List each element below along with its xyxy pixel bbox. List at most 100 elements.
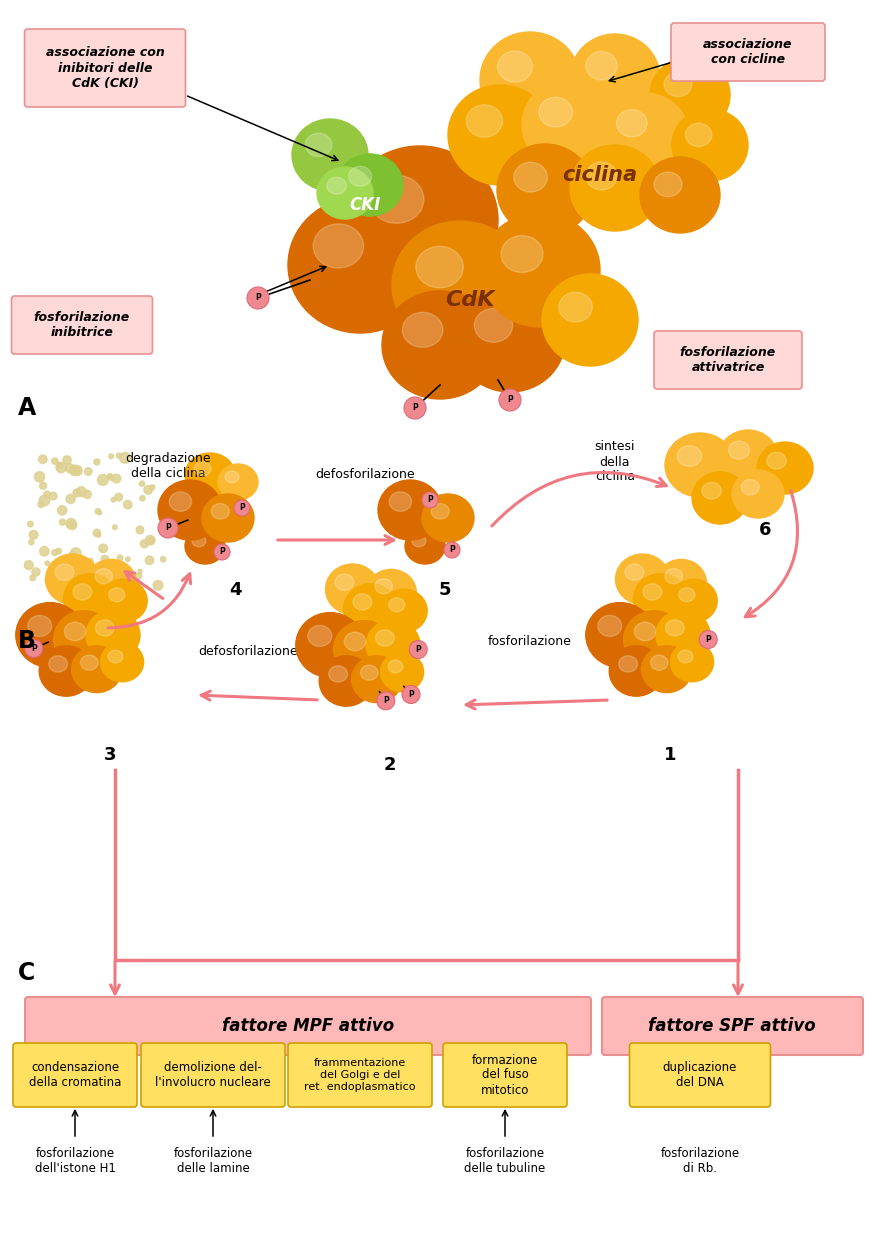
Ellipse shape: [313, 224, 364, 268]
Ellipse shape: [650, 656, 668, 671]
Circle shape: [68, 551, 77, 560]
Circle shape: [404, 397, 426, 420]
Ellipse shape: [640, 157, 720, 234]
Ellipse shape: [328, 666, 348, 682]
Circle shape: [68, 520, 77, 530]
Circle shape: [699, 631, 717, 648]
Ellipse shape: [326, 564, 380, 614]
Ellipse shape: [375, 579, 392, 594]
Ellipse shape: [671, 579, 717, 623]
Ellipse shape: [664, 72, 692, 97]
Ellipse shape: [389, 492, 412, 511]
Circle shape: [97, 475, 108, 485]
Ellipse shape: [634, 574, 688, 624]
Circle shape: [115, 494, 123, 501]
Text: demolizione del-
l'involucro nucleare: demolizione del- l'involucro nucleare: [155, 1061, 271, 1089]
Ellipse shape: [360, 664, 378, 681]
Text: A: A: [18, 396, 36, 420]
Ellipse shape: [678, 651, 693, 663]
Circle shape: [422, 492, 438, 507]
Ellipse shape: [54, 610, 115, 668]
Ellipse shape: [169, 492, 191, 511]
FancyBboxPatch shape: [288, 1042, 432, 1107]
Circle shape: [92, 585, 98, 590]
Text: fosforilazione
dell'istone H1: fosforilazione dell'istone H1: [35, 1147, 115, 1176]
Text: fosforilazione: fosforilazione: [488, 636, 572, 648]
Ellipse shape: [225, 471, 239, 482]
Ellipse shape: [382, 291, 498, 399]
Text: degradazione
della ciclina: degradazione della ciclina: [125, 452, 211, 480]
Text: P: P: [412, 403, 418, 412]
Circle shape: [25, 639, 42, 657]
Text: fattore MPF attivo: fattore MPF attivo: [222, 1017, 394, 1035]
Circle shape: [135, 573, 142, 579]
Circle shape: [63, 456, 71, 465]
Ellipse shape: [292, 119, 368, 191]
Ellipse shape: [416, 246, 464, 288]
Circle shape: [30, 575, 35, 580]
Text: associazione
con cicline: associazione con cicline: [704, 38, 793, 67]
Circle shape: [83, 490, 91, 499]
Circle shape: [136, 526, 144, 534]
Ellipse shape: [501, 236, 543, 273]
Ellipse shape: [480, 214, 600, 327]
Ellipse shape: [586, 603, 654, 667]
Ellipse shape: [542, 274, 638, 365]
Ellipse shape: [448, 85, 552, 185]
Ellipse shape: [45, 554, 99, 604]
Ellipse shape: [672, 109, 748, 181]
FancyBboxPatch shape: [141, 1042, 285, 1107]
Ellipse shape: [392, 221, 528, 349]
Ellipse shape: [570, 34, 660, 122]
Circle shape: [50, 492, 57, 500]
Text: P: P: [449, 545, 455, 554]
Ellipse shape: [666, 619, 684, 636]
Ellipse shape: [381, 652, 424, 692]
Circle shape: [109, 476, 113, 480]
Circle shape: [117, 555, 123, 560]
Ellipse shape: [741, 480, 759, 495]
FancyBboxPatch shape: [25, 29, 186, 107]
Ellipse shape: [378, 480, 442, 540]
Ellipse shape: [671, 642, 713, 682]
Text: formazione
del fuso
mitotico: formazione del fuso mitotico: [472, 1054, 538, 1096]
Circle shape: [247, 288, 269, 309]
Ellipse shape: [403, 313, 442, 348]
Ellipse shape: [586, 51, 617, 80]
Text: P: P: [383, 696, 389, 706]
Circle shape: [160, 556, 165, 561]
Ellipse shape: [388, 659, 403, 673]
Ellipse shape: [497, 144, 593, 236]
Circle shape: [45, 575, 55, 585]
Circle shape: [29, 530, 38, 539]
Text: sintesi
della
ciclina: sintesi della ciclina: [595, 441, 635, 484]
Ellipse shape: [757, 442, 813, 494]
Ellipse shape: [616, 109, 647, 137]
Circle shape: [141, 540, 149, 548]
Circle shape: [24, 560, 34, 569]
Text: P: P: [239, 504, 245, 512]
Ellipse shape: [212, 504, 229, 519]
Ellipse shape: [455, 288, 565, 392]
Ellipse shape: [342, 146, 498, 294]
Text: fosforilazione
attivatrice: fosforilazione attivatrice: [680, 345, 776, 374]
Text: P: P: [415, 646, 421, 654]
Ellipse shape: [158, 480, 222, 540]
Circle shape: [58, 506, 66, 515]
Circle shape: [96, 533, 101, 538]
Circle shape: [51, 550, 58, 555]
Ellipse shape: [685, 123, 712, 147]
Ellipse shape: [624, 610, 685, 668]
Text: P: P: [507, 396, 513, 404]
Circle shape: [110, 568, 119, 578]
Ellipse shape: [514, 162, 548, 192]
Circle shape: [129, 577, 139, 587]
FancyBboxPatch shape: [443, 1042, 567, 1107]
Ellipse shape: [497, 51, 533, 82]
FancyBboxPatch shape: [654, 332, 802, 389]
Circle shape: [76, 487, 86, 496]
Circle shape: [85, 467, 92, 475]
Ellipse shape: [609, 646, 663, 696]
Ellipse shape: [679, 588, 695, 602]
Circle shape: [153, 580, 163, 590]
